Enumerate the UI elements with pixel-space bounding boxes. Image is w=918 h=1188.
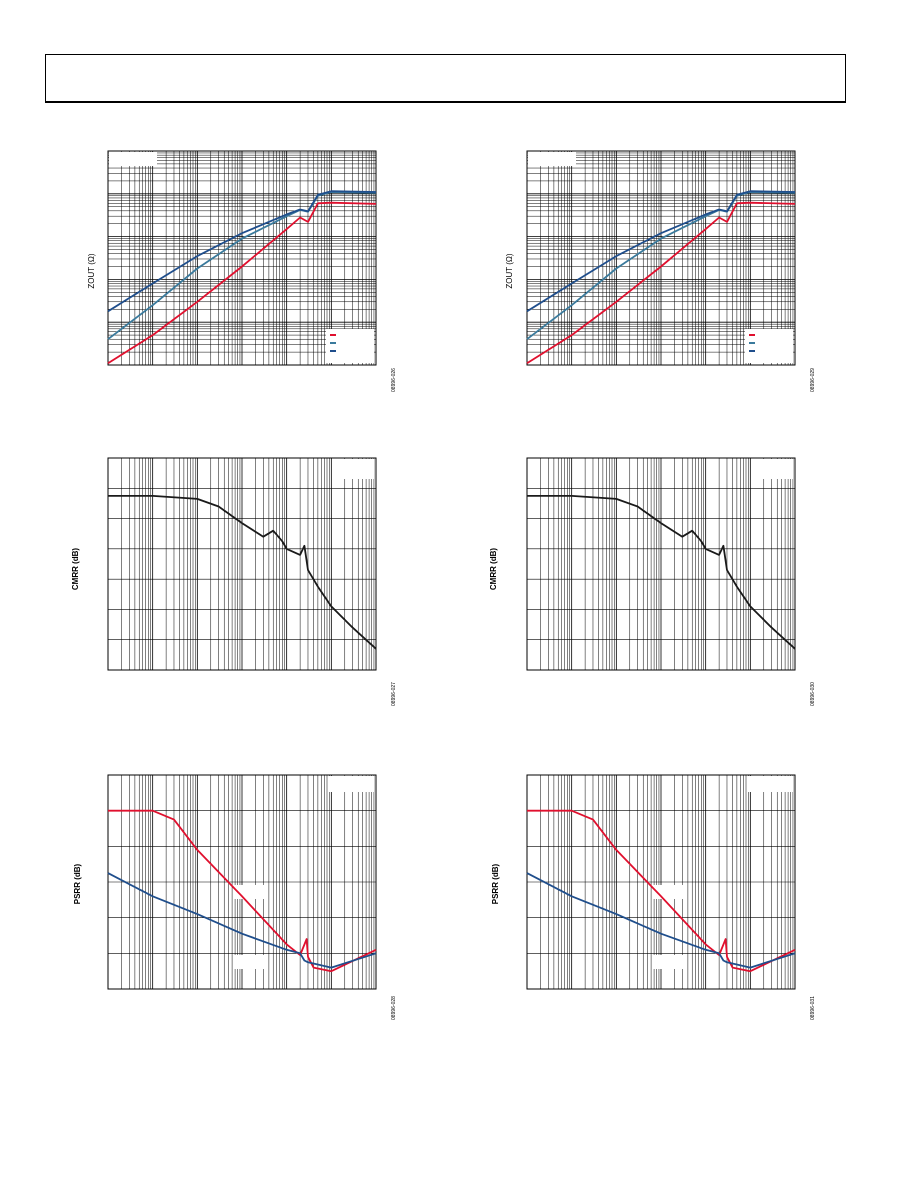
psrr-right-figure-id: 08996-031 <box>810 996 816 1020</box>
zout-left-series-2 <box>107 190 377 313</box>
cmrr-left-ylabel: CMRR (dB) <box>71 547 80 591</box>
cmrr-left-series-0 <box>108 494 377 650</box>
zout-right-ylabel: ZOUT (Ω) <box>505 253 514 289</box>
zout-right-figure-id: 08996-029 <box>810 368 816 392</box>
cmrr-left-condition-box <box>336 459 374 479</box>
page-header-box <box>45 54 846 103</box>
psrr-left-label-box <box>234 955 264 969</box>
psrr-right-series-1 <box>526 872 796 969</box>
cmrr-right-condition-box <box>755 459 793 479</box>
zout-right-series-2 <box>526 190 796 313</box>
cmrr-left-frame <box>107 457 377 671</box>
psrr-left-frame <box>107 774 377 990</box>
psrr-left-ylabel: PSRR (dB) <box>73 863 82 905</box>
cmrr-right-figure-id: 08996-030 <box>810 682 816 706</box>
cmrr-right-frame <box>526 457 796 671</box>
zout-right-series-0 <box>526 201 796 364</box>
zout-left-ylabel: ZOUT (Ω) <box>87 253 96 289</box>
zout-right-condition-box <box>528 152 576 166</box>
zout-left-figure-id: 08996-026 <box>391 368 397 392</box>
psrr-left-figure-id: 08996-028 <box>391 996 397 1020</box>
cmrr-right-series-0 <box>527 494 796 650</box>
psrr-left-series-0 <box>108 809 377 973</box>
psrr-right-frame <box>526 774 796 990</box>
zout-left-series-0 <box>107 201 377 364</box>
zout-right-frame <box>526 150 796 366</box>
zout-left-frame <box>107 150 377 366</box>
psrr-right-ylabel: PSRR (dB) <box>491 863 500 905</box>
cmrr-left-figure-id: 08996-027 <box>391 682 397 706</box>
psrr-left-condition-box <box>328 776 374 792</box>
psrr-right-label-box <box>653 955 683 969</box>
psrr-left-series-1 <box>107 872 377 969</box>
cmrr-right-ylabel: CMRR (dB) <box>489 547 498 591</box>
psrr-right-series-0 <box>527 809 796 973</box>
psrr-right-condition-box <box>747 776 793 792</box>
zout-left-condition-box <box>109 152 157 166</box>
